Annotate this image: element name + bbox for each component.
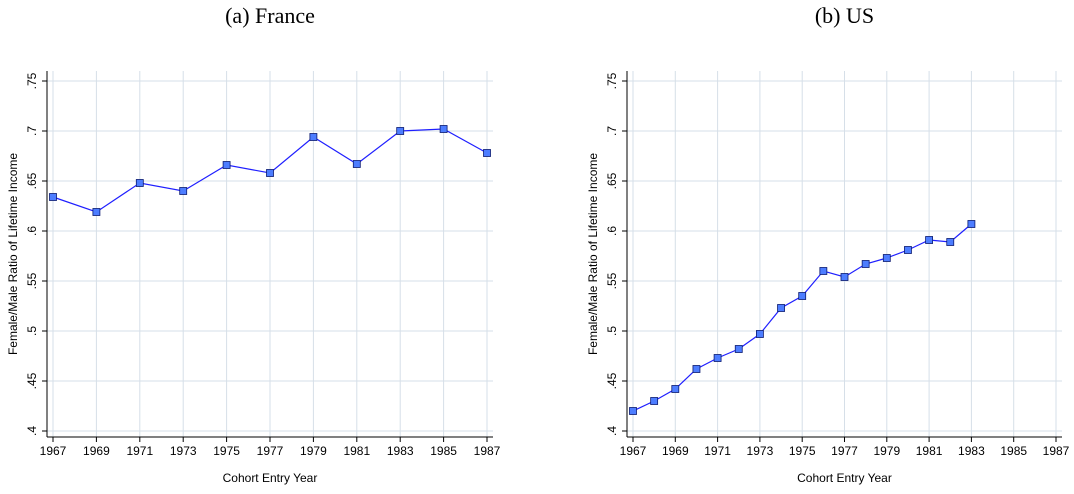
marker: [222, 161, 231, 169]
chart-title: (a) France: [225, 3, 315, 28]
marker: [904, 246, 912, 254]
x-tick-label: 1971: [126, 444, 153, 458]
marker: [692, 365, 701, 373]
x-tick-label: 1971: [704, 444, 731, 458]
x-tick-label: 1975: [789, 444, 816, 458]
x-tick-label: 1987: [1043, 444, 1070, 458]
y-tick-label: .6: [605, 226, 619, 236]
x-tick-label: 1967: [620, 444, 647, 458]
x-tick-label: 1981: [916, 444, 943, 458]
x-tick-label: 1973: [747, 444, 774, 458]
marker: [483, 149, 491, 157]
y-tick-label: .45: [605, 372, 619, 389]
x-tick-label: 1979: [873, 444, 900, 458]
chart-title: (b) US: [815, 3, 874, 28]
marker: [396, 127, 405, 135]
y-tick-label: .4: [605, 426, 619, 436]
x-tick-label: 1985: [430, 444, 457, 458]
marker: [798, 292, 807, 300]
marker: [861, 260, 870, 268]
marker: [840, 273, 849, 281]
x-axis-label: Cohort Entry Year: [223, 471, 318, 485]
x-tick-label: 1975: [213, 444, 240, 458]
marker: [309, 133, 318, 141]
y-tick-label: .5: [605, 326, 619, 336]
marker: [650, 397, 659, 405]
x-tick-label: 1987: [474, 444, 501, 458]
x-tick-label: 1979: [300, 444, 327, 458]
y-tick-label: .75: [25, 72, 39, 89]
x-axis-label: Cohort Entry Year: [797, 471, 892, 485]
x-tick-label: 1983: [958, 444, 985, 458]
y-axis-label: Female/Male Ratio of Lifetime Income: [586, 153, 600, 355]
marker: [179, 187, 188, 195]
marker: [49, 193, 57, 201]
marker: [92, 208, 101, 216]
marker: [819, 267, 828, 275]
x-tick-label: 1973: [170, 444, 197, 458]
marker: [439, 125, 448, 133]
y-tick-label: .65: [605, 172, 619, 189]
y-tick-label: .4: [25, 426, 39, 436]
marker: [777, 304, 785, 312]
marker: [266, 169, 274, 177]
marker: [734, 345, 743, 353]
x-tick-label: 1977: [257, 444, 284, 458]
y-tick-label: .7: [25, 126, 39, 136]
y-tick-label: .7: [605, 126, 619, 136]
marker: [352, 160, 361, 168]
marker: [135, 179, 144, 187]
marker: [882, 254, 891, 262]
marker: [756, 330, 764, 338]
y-tick-label: .45: [25, 372, 39, 389]
x-tick-label: 1981: [343, 444, 370, 458]
marker: [713, 354, 722, 362]
y-tick-label: .55: [605, 272, 619, 289]
y-tick-label: .65: [25, 172, 39, 189]
marker: [925, 236, 933, 244]
marker: [671, 385, 680, 393]
marker: [629, 407, 637, 415]
y-tick-label: .55: [25, 272, 39, 289]
x-tick-label: 1977: [831, 444, 858, 458]
x-tick-label: 1969: [662, 444, 689, 458]
marker: [967, 220, 976, 228]
marker: [946, 238, 955, 246]
x-tick-label: 1983: [387, 444, 414, 458]
y-axis-label: Female/Male Ratio of Lifetime Income: [6, 153, 20, 355]
x-tick-label: 1985: [1000, 444, 1027, 458]
y-tick-label: .75: [605, 72, 619, 89]
y-tick-label: .5: [25, 326, 39, 336]
x-tick-label: 1967: [40, 444, 67, 458]
y-tick-label: .6: [25, 226, 39, 236]
x-tick-label: 1969: [83, 444, 110, 458]
